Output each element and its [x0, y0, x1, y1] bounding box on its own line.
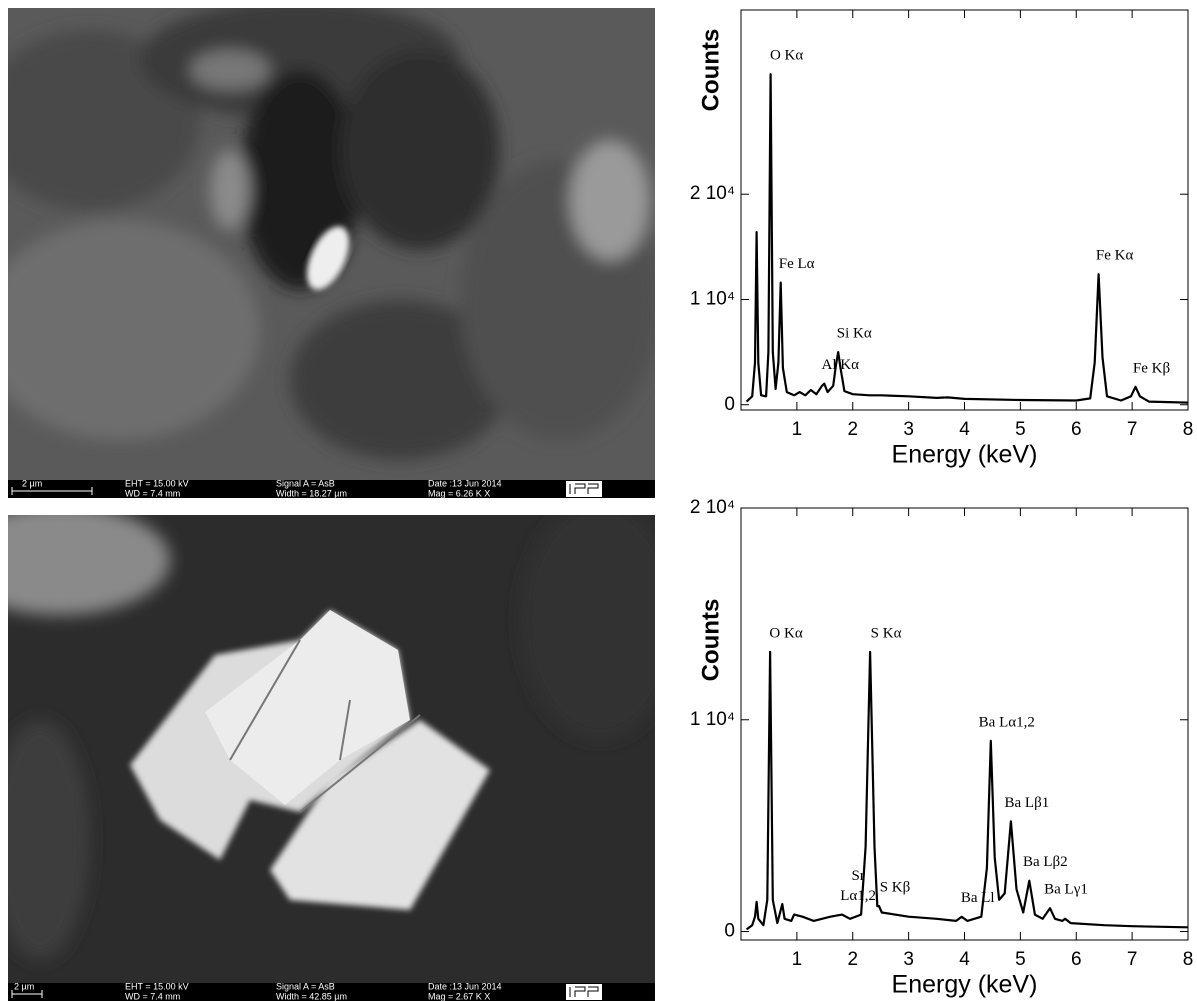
- width: Width = 18.27 µm: [276, 488, 347, 498]
- x-axis-title: Energy (keV): [892, 441, 1038, 469]
- x-tick-label: 6: [1071, 419, 1082, 440]
- peak-label: Ba Lβ2: [1023, 854, 1068, 870]
- date: Date :13 Jun 2014: [428, 981, 502, 991]
- x-tick-label: 5: [1015, 949, 1026, 970]
- x-tick-label: 1: [792, 419, 803, 440]
- plot-frame: [741, 10, 1188, 410]
- eht: EHT = 15.00 kV: [125, 981, 189, 991]
- spectrum-line: [747, 74, 1188, 402]
- peak-label: Lα1,2: [840, 888, 876, 904]
- peak-label: Al Kα: [822, 357, 860, 373]
- x-tick-label: 3: [903, 949, 914, 970]
- figure: 2 µm EHT = 15.00 kV WD = 7.4 mm Signal A…: [0, 0, 1197, 1001]
- y-tick-label: 1 10⁴: [690, 288, 735, 309]
- x-tick-label: 8: [1183, 949, 1194, 970]
- sem-image: [0, 0, 660, 482]
- x-tick-label: 4: [959, 949, 970, 970]
- x-tick-label: 2: [847, 949, 858, 970]
- x-tick-label: 6: [1071, 949, 1082, 970]
- x-tick-label: 8: [1183, 419, 1194, 440]
- wd: WD = 7.4 mm: [125, 991, 180, 1001]
- y-tick-label: 2 10⁴: [690, 183, 735, 204]
- wd: WD = 7.4 mm: [125, 488, 180, 498]
- x-tick-label: 3: [903, 419, 914, 440]
- peak-label: Fe Lα: [779, 256, 815, 272]
- peak-label: O Kα: [769, 625, 802, 641]
- x-tick-label: 4: [959, 419, 970, 440]
- logo: [566, 984, 602, 1000]
- x-axis-title: Energy (keV): [892, 971, 1038, 999]
- x-tick-label: 7: [1127, 419, 1138, 440]
- signal: Signal A = AsB: [276, 981, 335, 991]
- peak-label: Fe Kα: [1096, 248, 1134, 264]
- peak-label: O Kα: [770, 48, 803, 64]
- x-tick-label: 1: [792, 949, 803, 970]
- peak-label: Ba Ll: [961, 890, 995, 906]
- eht: EHT = 15.00 kV: [125, 478, 189, 488]
- peak-label: S Kβ: [880, 880, 911, 896]
- width: Width = 42.85 µm: [276, 991, 347, 1001]
- y-tick-label: 0: [724, 394, 735, 415]
- logo: [566, 481, 602, 497]
- peak-label: Sr: [851, 868, 864, 884]
- spectrum-line: [747, 652, 1188, 929]
- mag: Mag = 2.67 K X: [428, 991, 490, 1001]
- y-tick-label: 2 10⁴: [690, 497, 735, 518]
- sem-image: [0, 500, 680, 983]
- y-tick-label: 1 10⁴: [690, 709, 735, 730]
- plot-frame: [741, 508, 1188, 940]
- x-tick-label: 2: [847, 419, 858, 440]
- x-tick-label: 7: [1127, 949, 1138, 970]
- y-axis-title: Counts: [697, 599, 724, 682]
- peak-label: Ba Lγ1: [1044, 882, 1088, 898]
- peak-label: Ba Lβ1: [1005, 795, 1050, 811]
- scale-label: 2 µm: [14, 981, 34, 991]
- y-tick-label: 0: [724, 921, 735, 942]
- signal: Signal A = AsB: [276, 478, 335, 488]
- x-tick-label: 5: [1015, 419, 1026, 440]
- peak-label: S Kα: [871, 625, 902, 641]
- y-axis-title: Counts: [697, 29, 724, 112]
- scale-label: 2 µm: [22, 478, 42, 488]
- peak-label: Fe Kβ: [1133, 360, 1170, 376]
- peak-label: Si Kα: [837, 326, 872, 342]
- peak-label: Ba Lα1,2: [979, 714, 1035, 730]
- date: Date :13 Jun 2014: [428, 478, 502, 488]
- mag: Mag = 6.26 K X: [428, 488, 490, 498]
